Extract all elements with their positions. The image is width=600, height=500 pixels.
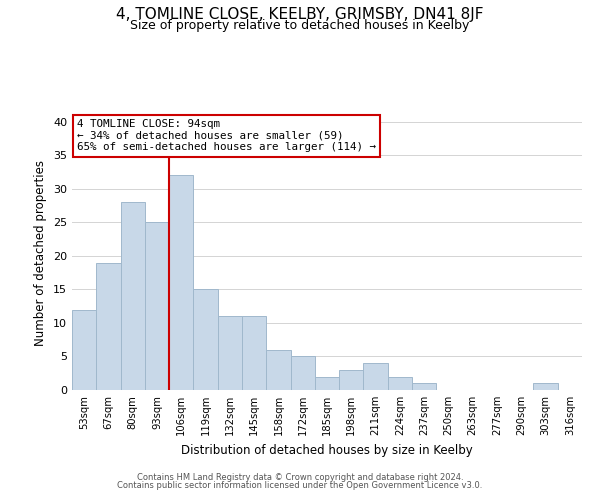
Bar xyxy=(96,262,121,390)
Bar xyxy=(121,202,145,390)
Bar xyxy=(315,376,339,390)
Text: 4 TOMLINE CLOSE: 94sqm
← 34% of detached houses are smaller (59)
65% of semi-det: 4 TOMLINE CLOSE: 94sqm ← 34% of detached… xyxy=(77,119,376,152)
Bar xyxy=(218,316,242,390)
Bar xyxy=(145,222,169,390)
X-axis label: Distribution of detached houses by size in Keelby: Distribution of detached houses by size … xyxy=(181,444,473,456)
Bar xyxy=(193,290,218,390)
Y-axis label: Number of detached properties: Number of detached properties xyxy=(34,160,47,346)
Text: 4, TOMLINE CLOSE, KEELBY, GRIMSBY, DN41 8JF: 4, TOMLINE CLOSE, KEELBY, GRIMSBY, DN41 … xyxy=(116,8,484,22)
Bar xyxy=(412,384,436,390)
Bar xyxy=(339,370,364,390)
Bar xyxy=(266,350,290,390)
Bar xyxy=(242,316,266,390)
Bar xyxy=(388,376,412,390)
Text: Contains HM Land Registry data © Crown copyright and database right 2024.: Contains HM Land Registry data © Crown c… xyxy=(137,472,463,482)
Text: Size of property relative to detached houses in Keelby: Size of property relative to detached ho… xyxy=(130,19,470,32)
Text: Contains public sector information licensed under the Open Government Licence v3: Contains public sector information licen… xyxy=(118,481,482,490)
Bar xyxy=(364,363,388,390)
Bar xyxy=(290,356,315,390)
Bar xyxy=(72,310,96,390)
Bar xyxy=(169,176,193,390)
Bar xyxy=(533,384,558,390)
